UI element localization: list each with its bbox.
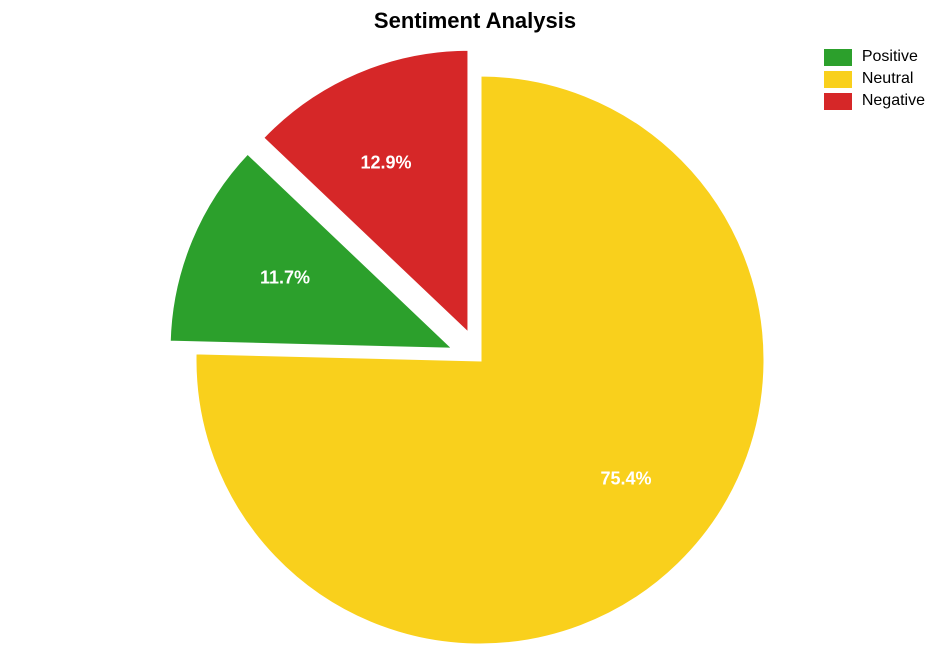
slice-label-negative: 12.9%	[360, 153, 411, 174]
legend-swatch-negative	[824, 93, 852, 110]
legend-swatch-positive	[824, 49, 852, 66]
slice-label-positive: 11.7%	[260, 268, 310, 289]
pie-chart-container: Sentiment Analysis 75.4%11.7%12.9% Posit…	[0, 0, 950, 662]
legend-label-neutral: Neutral	[862, 70, 914, 88]
legend-swatch-neutral	[824, 71, 852, 88]
chart-legend: Positive Neutral Negative	[824, 48, 925, 114]
legend-label-negative: Negative	[862, 92, 925, 110]
legend-item-neutral: Neutral	[824, 70, 925, 88]
pie-slice-neutral	[195, 75, 765, 645]
legend-item-positive: Positive	[824, 48, 925, 66]
slice-label-neutral: 75.4%	[600, 469, 651, 490]
legend-item-negative: Negative	[824, 92, 925, 110]
legend-label-positive: Positive	[862, 48, 918, 66]
pie-chart-svg	[0, 0, 950, 662]
